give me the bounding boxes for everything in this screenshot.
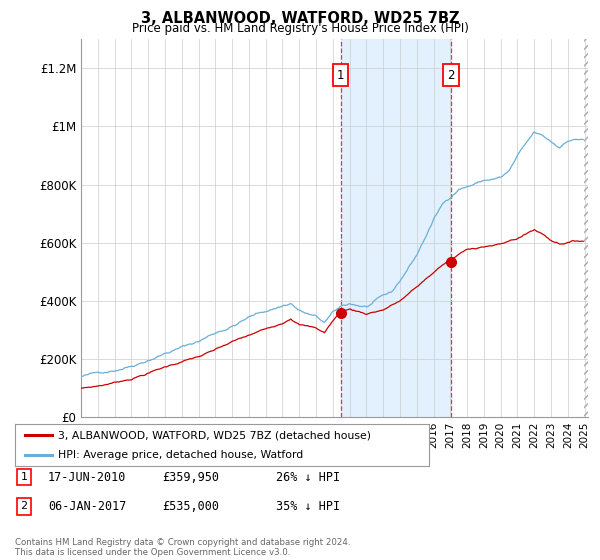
Text: 06-JAN-2017: 06-JAN-2017 [48, 500, 127, 513]
Text: 3, ALBANWOOD, WATFORD, WD25 7BZ (detached house): 3, ALBANWOOD, WATFORD, WD25 7BZ (detache… [58, 430, 371, 440]
Text: HPI: Average price, detached house, Watford: HPI: Average price, detached house, Watf… [58, 450, 304, 460]
Bar [584, 39, 593, 417]
Text: 3, ALBANWOOD, WATFORD, WD25 7BZ: 3, ALBANWOOD, WATFORD, WD25 7BZ [141, 11, 459, 26]
Text: 17-JUN-2010: 17-JUN-2010 [48, 470, 127, 484]
Bar [341, 39, 451, 417]
Text: 1: 1 [20, 472, 28, 482]
Bar [584, 39, 593, 417]
Text: £359,950: £359,950 [162, 470, 219, 484]
Text: Price paid vs. HM Land Registry's House Price Index (HPI): Price paid vs. HM Land Registry's House … [131, 22, 469, 35]
Text: 26% ↓ HPI: 26% ↓ HPI [276, 470, 340, 484]
Text: 2: 2 [20, 501, 28, 511]
Text: Contains HM Land Registry data © Crown copyright and database right 2024.
This d: Contains HM Land Registry data © Crown c… [15, 538, 350, 557]
Text: 2: 2 [447, 69, 454, 82]
Text: 1: 1 [337, 69, 344, 82]
Text: 35% ↓ HPI: 35% ↓ HPI [276, 500, 340, 513]
Text: £535,000: £535,000 [162, 500, 219, 513]
